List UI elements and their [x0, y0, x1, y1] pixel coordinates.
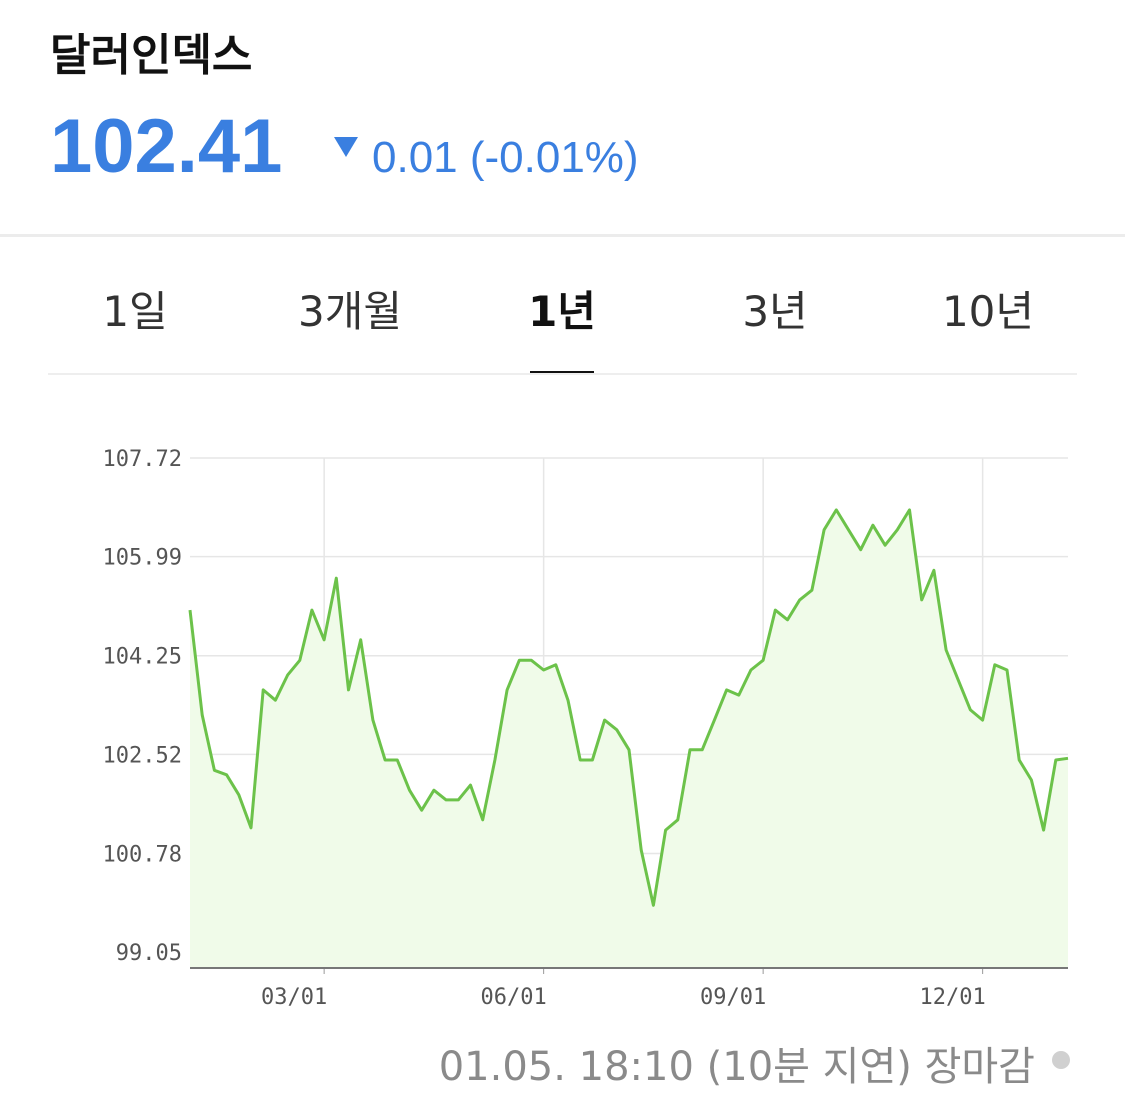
- price: 102.41: [50, 104, 282, 189]
- down-arrow: [334, 137, 358, 157]
- line: [188, 508, 1069, 907]
- y-tick-label: 104.25: [103, 645, 182, 670]
- x-tick-label: 03/01: [261, 985, 327, 1010]
- separator: [0, 234, 1125, 237]
- tab[interactable]: 10년: [942, 287, 1034, 336]
- tab[interactable]: 3개월: [298, 287, 402, 336]
- x-tick-label: 12/01: [920, 985, 986, 1010]
- y-tick-label: 100.78: [103, 842, 182, 867]
- tab[interactable]: 1년: [528, 287, 596, 336]
- area: [190, 509, 1068, 968]
- y-tick-label: 105.99: [103, 546, 182, 571]
- x-tick-label: 09/01: [700, 985, 766, 1010]
- x-tick-label: 06/01: [481, 985, 547, 1010]
- title: 달러인덱스: [50, 30, 252, 81]
- tab[interactable]: 3년: [742, 287, 807, 336]
- status-dot: [1052, 1051, 1070, 1069]
- change: 0.01 (-0.01%): [372, 133, 639, 182]
- y-tick-label: 102.52: [103, 743, 182, 768]
- tab[interactable]: 1일: [102, 287, 167, 336]
- tab-divider: [48, 373, 1077, 375]
- tabs: 1일 3개월 1년 3년 10년: [102, 287, 1034, 375]
- y-tick-label: 99.05: [116, 941, 182, 966]
- status: 01.05. 18:10 (10분 지연) 장마감: [439, 1044, 1035, 1090]
- y-tick-label: 107.72: [103, 447, 182, 472]
- chart: 99.05 100.78 102.52 104.25 105.99 107.72 03/01…: [103, 447, 1069, 1010]
